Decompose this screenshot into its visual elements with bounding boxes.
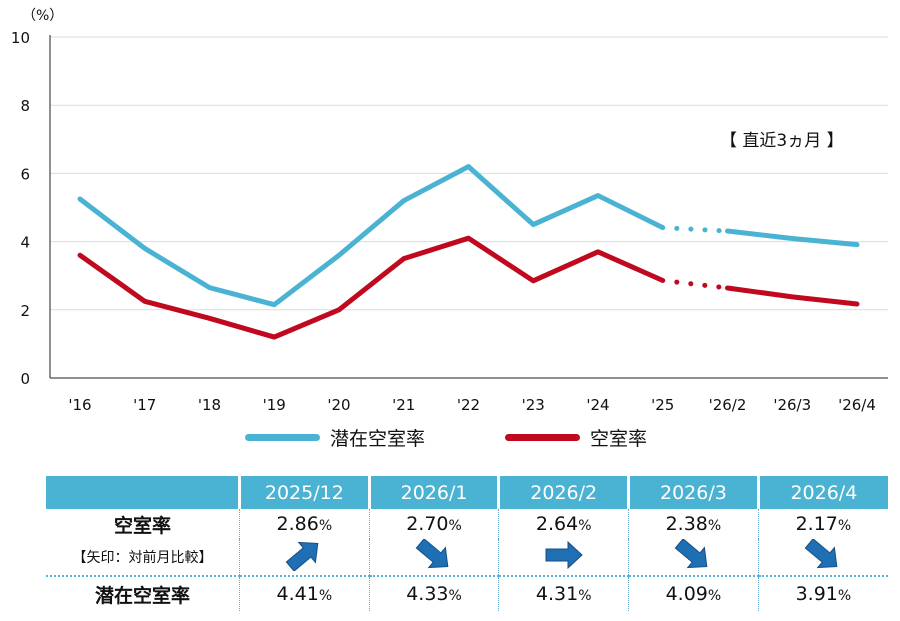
table-cell: 4.31% — [498, 575, 629, 611]
y-axis-ticks: 0 2 4 6 8 10 — [11, 29, 30, 388]
table-cell — [757, 538, 888, 576]
table-cell: 2.64% — [498, 509, 629, 539]
row-label: 【矢印：対前月比較】 — [72, 550, 213, 566]
trend-arrow-icon — [411, 538, 457, 575]
series-lines — [77, 164, 860, 340]
table-cell: 4.33% — [368, 575, 499, 611]
row-label: 空室率 — [113, 514, 171, 537]
x-tick-label: '25 — [651, 396, 674, 414]
trend-arrow-icon — [670, 538, 716, 575]
table-header: 2026/3 — [627, 476, 759, 509]
series-line — [77, 235, 666, 340]
series-line — [77, 164, 666, 308]
trend-arrow-icon — [800, 538, 846, 575]
table-row-vacancy: 空室率 2.86% 2.70% 2.64% 2.38% 2.17% — [46, 509, 888, 539]
x-tick-label: '20 — [327, 396, 350, 414]
y-unit-label: （%） — [22, 8, 63, 24]
x-tick-label: '24 — [586, 396, 609, 414]
x-tick-label: '19 — [263, 396, 286, 414]
table-row-arrows: 【矢印：対前月比較】 — [46, 538, 888, 576]
series-potential-vacancy — [77, 164, 860, 308]
x-tick-label: '26/2 — [709, 396, 747, 414]
series-line — [725, 228, 860, 248]
trend-arrow-icon — [281, 539, 327, 575]
y-tick-label: 10 — [11, 29, 30, 47]
x-tick-label: '22 — [457, 396, 480, 414]
table-header-row: 2025/12 2026/1 2026/2 2026/3 2026/4 — [46, 476, 888, 509]
legend-swatch-vacancy — [505, 434, 580, 441]
series-line — [725, 285, 860, 307]
legend: 潜在空室率 空室率 — [0, 424, 900, 452]
legend-item-potential-vacancy: 潜在空室率 — [245, 424, 425, 451]
table-cell — [368, 538, 499, 576]
recent-3-months-annotation: 【 直近3ヵ月 】 — [720, 131, 844, 151]
x-tick-label: '21 — [392, 396, 415, 414]
y-tick-label: 6 — [20, 165, 30, 183]
x-tick-label: '18 — [198, 396, 221, 414]
table-header: 2026/1 — [367, 476, 499, 509]
legend-item-vacancy: 空室率 — [505, 424, 647, 451]
legend-label: 潜在空室率 — [330, 428, 426, 450]
trend-arrow-icon — [541, 539, 587, 575]
table-cell: 4.41% — [239, 575, 370, 611]
legend-swatch-potential — [245, 434, 320, 441]
table-cell — [498, 539, 629, 576]
table-cell: 4.09% — [628, 575, 759, 611]
recent-months-table: 2025/12 2026/1 2026/2 2026/3 2026/4 空室率 … — [46, 476, 888, 611]
table-header: 2025/12 — [238, 476, 370, 509]
table-header-blank — [46, 476, 240, 509]
table-row-potential-vacancy: 潜在空室率 4.41% 4.33% 4.31% 4.09% 3.91% — [46, 575, 888, 611]
series-vacancy — [77, 235, 860, 340]
series-dotted-segment — [674, 279, 722, 290]
y-tick-label: 4 — [20, 234, 30, 252]
table-cell: 3.91% — [757, 575, 888, 611]
x-tick-label: '26/4 — [838, 396, 876, 414]
x-tick-label: '26/3 — [773, 396, 811, 414]
y-tick-label: 2 — [20, 302, 30, 320]
x-tick-label: '17 — [133, 396, 156, 414]
table-header: 2026/2 — [497, 476, 629, 509]
table-cell — [628, 538, 759, 576]
table-header: 2026/4 — [756, 476, 888, 509]
x-tick-label: '16 — [68, 396, 91, 414]
table-cell — [239, 539, 370, 576]
y-tick-label: 8 — [20, 97, 30, 115]
row-label: 潜在空室率 — [46, 575, 240, 611]
series-dotted-segment — [674, 225, 722, 234]
table-cell: 2.17% — [757, 509, 888, 539]
x-tick-label: '23 — [522, 396, 545, 414]
table-cell: 2.38% — [628, 509, 759, 539]
table-cell: 2.70% — [368, 509, 499, 539]
grid-lines — [49, 35, 888, 379]
x-axis-ticks: '16 '17 '18 '19 '20 '21 '22 '23 '24 '25 '26/2 '26/3… — [68, 396, 876, 414]
table-cell: 2.86% — [239, 509, 370, 539]
legend-label: 空室率 — [590, 428, 648, 450]
y-tick-label: 0 — [20, 370, 30, 388]
